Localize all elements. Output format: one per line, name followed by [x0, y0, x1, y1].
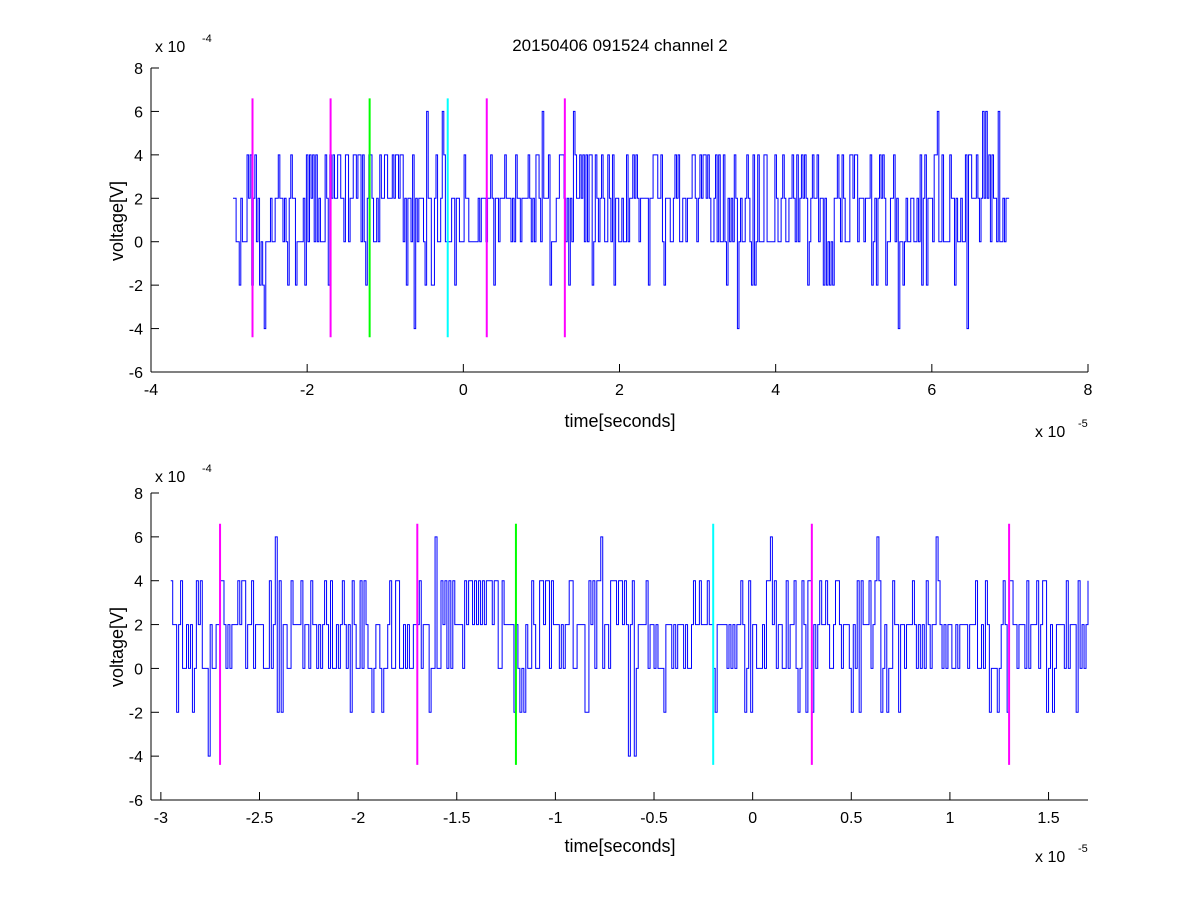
top-y-axis-label: voltage[V] — [107, 181, 127, 261]
bottom-x-exponent: x 10 -5 — [1035, 843, 1088, 866]
bottom-y-tick-label: -2 — [129, 705, 143, 722]
top-x-tick-label: 8 — [1084, 382, 1093, 399]
bottom-x-tick-label: -0.5 — [640, 810, 668, 827]
bottom-y-axis-label: voltage[V] — [107, 607, 127, 687]
bottom-y-exponent-power: -4 — [202, 463, 212, 475]
top-y-tick-label: -6 — [129, 365, 143, 382]
bottom-y-exponent: x 10 -4 — [155, 463, 212, 486]
bottom-x-tick-label: 0 — [748, 810, 757, 827]
top-y-tick-label: 2 — [134, 191, 143, 208]
bottom-x-exponent-base: x 10 — [1035, 849, 1065, 866]
top-y-tick-label: 8 — [134, 61, 143, 78]
top-x-tick-label: 6 — [927, 382, 936, 399]
top-y-tick-label: -2 — [129, 278, 143, 295]
bottom-y-exponent-base: x 10 — [155, 469, 185, 486]
top-y-tick-label: 0 — [134, 235, 143, 252]
bottom-x-tick-label: 0.5 — [840, 810, 862, 827]
top-x-tick-label: 4 — [771, 382, 780, 399]
bottom-plot: x 10 -4 x 10 -5 time[seconds] voltage[V]… — [107, 463, 1089, 866]
bottom-x-exponent-power: -5 — [1078, 843, 1088, 855]
bottom-y-tick-label: 6 — [134, 530, 143, 547]
top-signal-series — [232, 110, 1010, 330]
bottom-y-tick-label: 8 — [134, 486, 143, 503]
top-y-tick-label: 6 — [134, 104, 143, 121]
top-x-exponent: x 10 -5 — [1035, 418, 1088, 441]
bottom-y-tick-label: 0 — [134, 661, 143, 678]
top-plot: 20150406 091524 channel 2 x 10 -4 x 10 -… — [107, 33, 1093, 441]
bottom-x-tick-label: -1 — [548, 810, 562, 827]
top-y-tick-label: -4 — [129, 322, 143, 339]
bottom-x-tick-label: 1.5 — [1037, 810, 1059, 827]
top-y-exponent-power: -4 — [202, 33, 212, 45]
bottom-x-tick-label: 1 — [945, 810, 954, 827]
bottom-x-tick-label: -1.5 — [443, 810, 471, 827]
top-y-tick-label: 4 — [134, 148, 143, 165]
top-y-exponent: x 10 -4 — [155, 33, 212, 56]
bottom-y-tick-label: 2 — [134, 618, 143, 635]
bottom-y-tick-label: 4 — [134, 574, 143, 591]
top-x-tick-label: 0 — [459, 382, 468, 399]
top-x-tick-label: -2 — [300, 382, 314, 399]
bottom-x-tick-label: -2.5 — [246, 810, 274, 827]
bottom-y-tick-label: -6 — [129, 793, 143, 810]
bottom-y-tick-label: -4 — [129, 749, 143, 766]
top-x-exponent-power: -5 — [1078, 418, 1088, 430]
bottom-x-axis-label: time[seconds] — [564, 836, 675, 856]
chart-title: 20150406 091524 channel 2 — [512, 36, 728, 55]
bottom-x-tick-label: -3 — [154, 810, 168, 827]
top-x-tick-label: -4 — [144, 382, 158, 399]
top-y-exponent-base: x 10 — [155, 39, 185, 56]
top-x-tick-label: 2 — [615, 382, 624, 399]
bottom-x-tick-label: -2 — [351, 810, 365, 827]
bottom-signal-series — [170, 536, 1089, 757]
top-x-exponent-base: x 10 — [1035, 424, 1065, 441]
top-x-axis-label: time[seconds] — [564, 411, 675, 431]
